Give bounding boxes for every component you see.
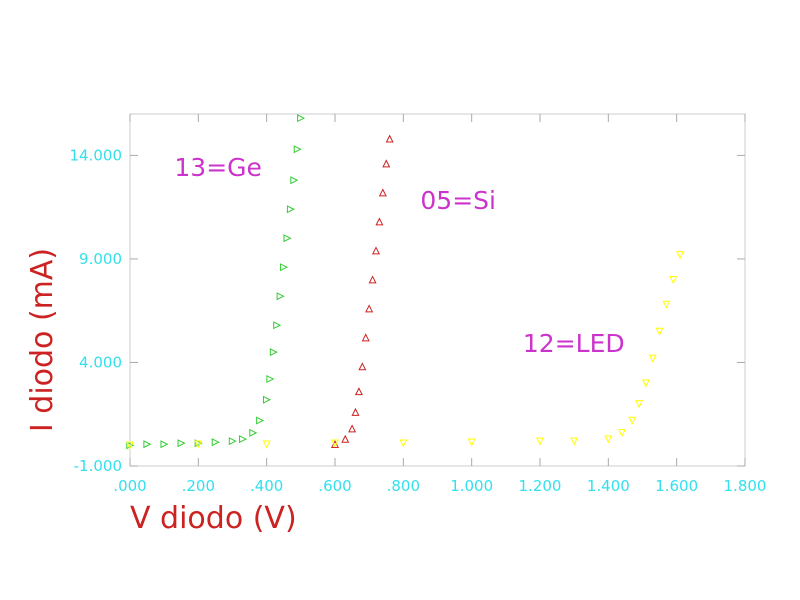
data-point [262, 440, 271, 449]
data-point [628, 416, 637, 425]
data-point [648, 354, 657, 363]
data-point [604, 435, 613, 444]
x-tick-label: .000 [113, 477, 146, 495]
data-point [276, 292, 285, 301]
data-point [365, 304, 374, 313]
data-point [617, 429, 627, 438]
series-0 [126, 114, 306, 450]
data-point [194, 439, 203, 448]
data-point [330, 439, 340, 448]
data-point [535, 437, 545, 446]
data-point [194, 440, 203, 449]
data-point [160, 440, 169, 449]
data-point [399, 439, 408, 448]
data-point [635, 400, 644, 409]
data-point [286, 205, 295, 214]
data-point [293, 145, 302, 154]
data-point [382, 159, 391, 168]
data-point [211, 438, 220, 447]
plot-frame [129, 113, 746, 467]
data-point [177, 439, 186, 448]
data-point [358, 362, 367, 371]
data-point [269, 348, 278, 357]
data-point [641, 379, 650, 388]
x-tick-label: 1.000 [450, 477, 493, 495]
data-point [249, 428, 258, 437]
data-point [273, 321, 282, 330]
y-axis-title: I diodo (mA) [25, 248, 60, 432]
data-point [375, 217, 384, 226]
data-point [280, 263, 289, 272]
y-axis-ticks: -1.000 4.000 9.000 14.000 [70, 146, 745, 475]
x-tick-label: 1.400 [587, 477, 630, 495]
y-tick-label: 4.000 [79, 353, 122, 371]
x-tick-label: 1.200 [519, 477, 562, 495]
data-point [126, 441, 135, 450]
data-point [348, 424, 357, 433]
x-axis-ticks: .000 .200 .400 .600 .800 1.000 1.200 1.400 1.600… [113, 114, 766, 495]
data-point [354, 387, 363, 396]
data-point [266, 375, 275, 384]
data-point [570, 437, 579, 446]
x-tick-label: .600 [318, 477, 351, 495]
data-point [655, 327, 664, 336]
data-point [467, 438, 476, 447]
series-1 [330, 134, 394, 448]
data-point [351, 407, 360, 416]
x-tick-label: 1.600 [655, 477, 698, 495]
data-point [385, 134, 394, 143]
data-point [341, 434, 350, 443]
x-axis-title: V diodo (V) [130, 501, 297, 536]
x-tick-label: 1.800 [724, 477, 767, 495]
data-point [361, 333, 370, 342]
series-label: 05=Si [420, 186, 496, 215]
x-tick-label: .200 [182, 477, 215, 495]
y-tick-label: 9.000 [79, 250, 122, 268]
data-point [676, 251, 685, 260]
series-2 [125, 251, 685, 450]
data-point [371, 246, 381, 255]
data-point [228, 437, 237, 446]
y-tick-label: 14.000 [70, 146, 123, 164]
data-point [297, 114, 306, 123]
data-point [283, 234, 292, 243]
data-point [125, 441, 135, 450]
data-point [368, 275, 377, 284]
data-point [262, 395, 271, 404]
x-tick-label: .400 [250, 477, 283, 495]
data-point [662, 300, 671, 309]
data-point [143, 440, 152, 449]
y-tick-label: -1.000 [74, 457, 122, 475]
data-point [256, 416, 265, 425]
data-point [378, 188, 387, 197]
series-label: 12=LED [523, 329, 625, 358]
series-labels: 13=Ge 05=Si 12=LED [174, 153, 624, 358]
series-layer [125, 114, 685, 450]
data-point [669, 275, 678, 284]
data-point [239, 435, 248, 444]
x-tick-label: .800 [387, 477, 420, 495]
data-point [290, 176, 299, 185]
series-label: 13=Ge [174, 153, 262, 182]
